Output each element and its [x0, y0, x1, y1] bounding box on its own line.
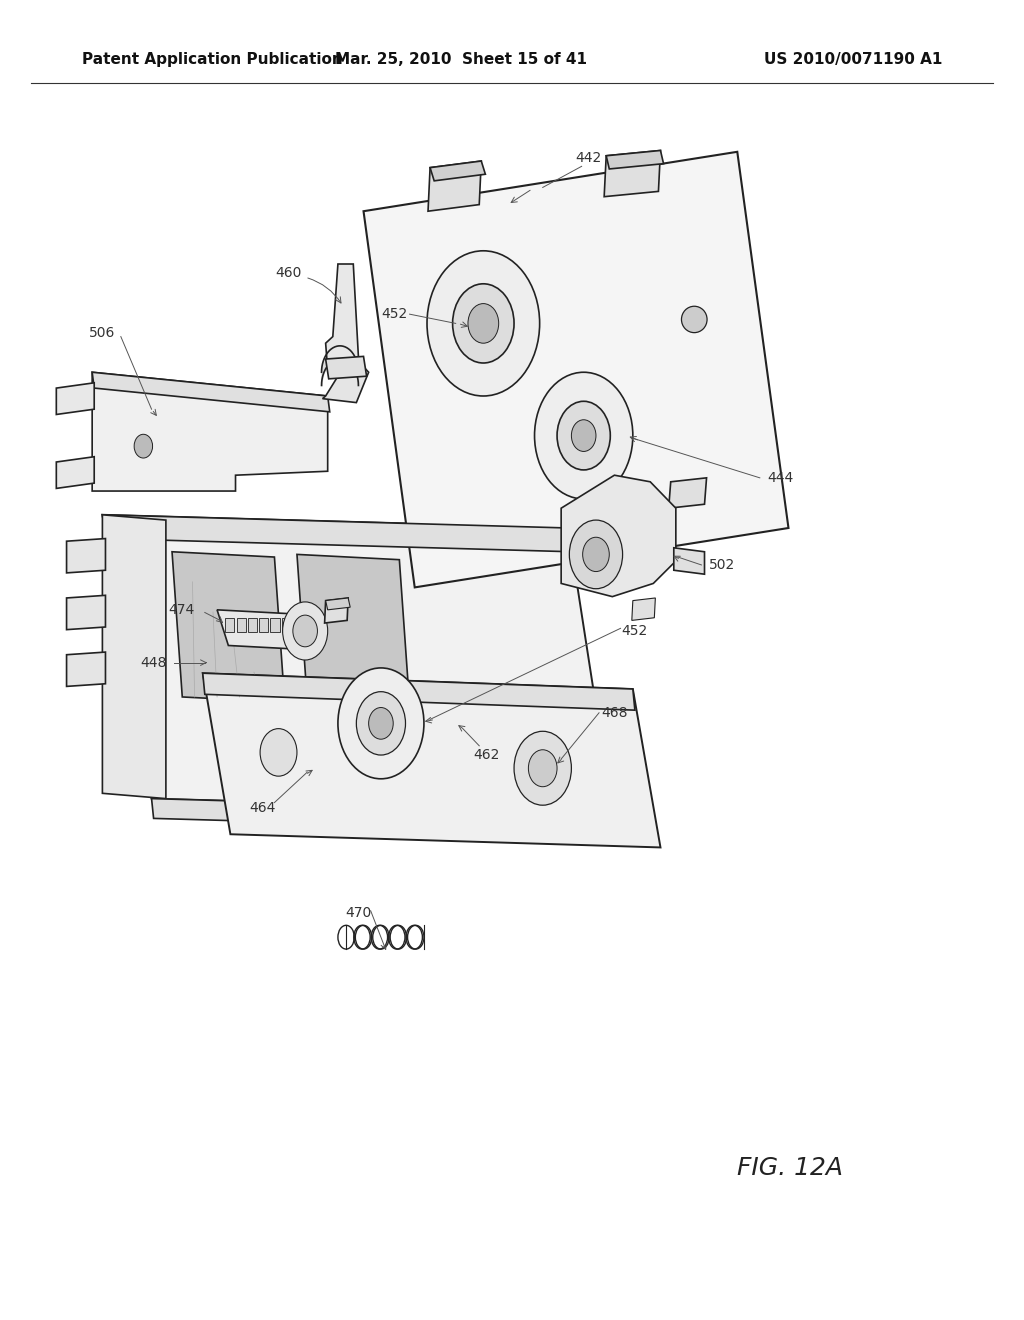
Text: 444: 444 — [767, 471, 794, 484]
Polygon shape — [225, 618, 234, 632]
Polygon shape — [152, 799, 614, 832]
Circle shape — [571, 420, 596, 451]
Text: 506: 506 — [89, 326, 116, 339]
Polygon shape — [67, 595, 105, 630]
Circle shape — [293, 615, 317, 647]
Circle shape — [134, 434, 153, 458]
Text: 502: 502 — [709, 558, 735, 572]
Text: 474: 474 — [168, 603, 195, 616]
Polygon shape — [217, 610, 303, 649]
Text: 462: 462 — [473, 748, 500, 762]
Text: FIG. 12A: FIG. 12A — [737, 1156, 844, 1180]
Circle shape — [514, 731, 571, 805]
Polygon shape — [632, 598, 655, 620]
Circle shape — [583, 537, 609, 572]
Circle shape — [427, 251, 540, 396]
Text: Patent Application Publication: Patent Application Publication — [82, 51, 343, 67]
Circle shape — [260, 729, 297, 776]
Polygon shape — [428, 161, 481, 211]
Text: 460: 460 — [275, 267, 302, 280]
Text: 452: 452 — [622, 624, 648, 638]
Circle shape — [468, 304, 499, 343]
Text: 452: 452 — [381, 308, 408, 321]
Polygon shape — [237, 618, 246, 632]
Circle shape — [338, 668, 424, 779]
Polygon shape — [259, 618, 268, 632]
Polygon shape — [297, 554, 410, 705]
Polygon shape — [203, 673, 635, 710]
Polygon shape — [325, 598, 348, 623]
Ellipse shape — [682, 306, 707, 333]
Text: Mar. 25, 2010  Sheet 15 of 41: Mar. 25, 2010 Sheet 15 of 41 — [335, 51, 587, 67]
Polygon shape — [323, 359, 369, 403]
Circle shape — [535, 372, 633, 499]
Text: US 2010/0071190 A1: US 2010/0071190 A1 — [764, 51, 942, 67]
Polygon shape — [67, 652, 105, 686]
Polygon shape — [669, 478, 707, 508]
Polygon shape — [606, 150, 664, 169]
Polygon shape — [270, 618, 280, 632]
Circle shape — [356, 692, 406, 755]
Polygon shape — [674, 548, 705, 574]
Circle shape — [283, 602, 328, 660]
Polygon shape — [282, 618, 291, 632]
Circle shape — [557, 401, 610, 470]
Polygon shape — [326, 264, 358, 370]
Circle shape — [369, 708, 393, 739]
Polygon shape — [604, 150, 660, 197]
Text: 442: 442 — [575, 152, 602, 165]
Polygon shape — [92, 372, 328, 491]
Circle shape — [528, 750, 557, 787]
Polygon shape — [56, 457, 94, 488]
Polygon shape — [248, 618, 257, 632]
Circle shape — [453, 284, 514, 363]
Text: 464: 464 — [249, 801, 275, 814]
Text: 448: 448 — [140, 656, 167, 669]
Polygon shape — [102, 515, 612, 812]
Polygon shape — [56, 383, 94, 414]
Polygon shape — [172, 552, 285, 702]
Polygon shape — [102, 515, 571, 552]
Polygon shape — [364, 152, 788, 587]
Text: 470: 470 — [345, 907, 372, 920]
Circle shape — [569, 520, 623, 589]
Polygon shape — [92, 372, 330, 412]
Polygon shape — [102, 515, 166, 799]
Polygon shape — [67, 539, 105, 573]
Polygon shape — [430, 161, 485, 181]
Polygon shape — [326, 356, 367, 379]
Text: 468: 468 — [601, 706, 628, 719]
Polygon shape — [203, 673, 660, 847]
Polygon shape — [326, 598, 350, 610]
Polygon shape — [561, 475, 676, 597]
